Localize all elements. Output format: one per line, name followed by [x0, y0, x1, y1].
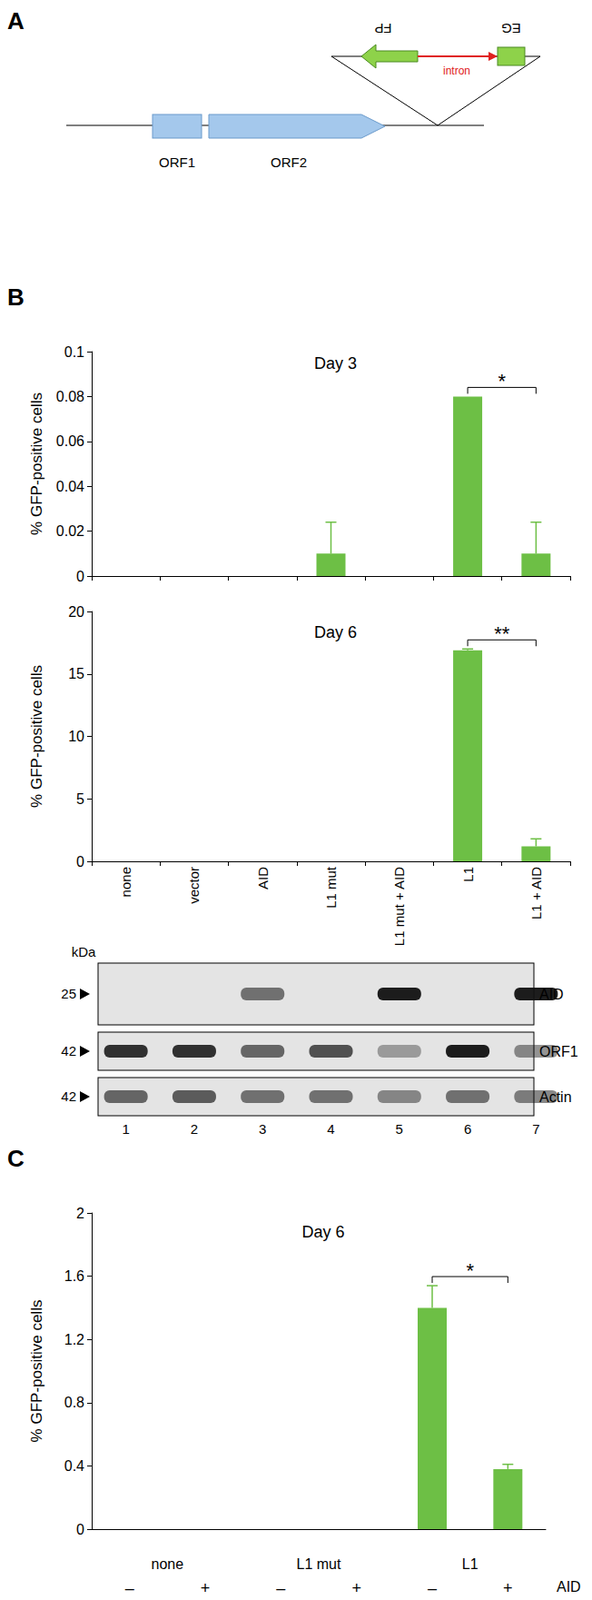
- svg-text:0.02: 0.02: [56, 522, 85, 539]
- svg-text:25: 25: [60, 985, 77, 1001]
- svg-text:**: **: [493, 621, 511, 645]
- svg-text:L1: L1: [462, 1555, 479, 1571]
- svg-text:C: C: [7, 1144, 25, 1172]
- svg-text:1.2: 1.2: [64, 1331, 85, 1347]
- svg-text:+: +: [503, 1578, 514, 1597]
- svg-text:0.06: 0.06: [56, 433, 85, 449]
- svg-text:intron: intron: [443, 64, 471, 78]
- svg-text:% GFP-positive cells: % GFP-positive cells: [28, 664, 46, 808]
- svg-text:10: 10: [68, 728, 85, 744]
- svg-text:AID: AID: [255, 866, 271, 889]
- svg-text:42: 42: [60, 1042, 77, 1058]
- svg-text:2: 2: [190, 1120, 198, 1136]
- svg-text:1: 1: [121, 1120, 129, 1136]
- svg-text:L1 mut: L1 mut: [323, 865, 339, 908]
- svg-text:L1: L1: [460, 866, 476, 882]
- svg-text:4: 4: [326, 1120, 335, 1136]
- svg-text:B: B: [7, 283, 25, 311]
- svg-text:EG: EG: [501, 20, 522, 37]
- svg-text:5: 5: [395, 1120, 404, 1136]
- svg-text:0.04: 0.04: [56, 478, 85, 494]
- svg-text:% GFP-positive cells: % GFP-positive cells: [28, 392, 46, 535]
- svg-text:AID: AID: [556, 1578, 582, 1594]
- svg-text:AID: AID: [539, 986, 564, 1002]
- svg-text:0.8: 0.8: [64, 1393, 85, 1410]
- svg-text:15: 15: [68, 665, 85, 681]
- svg-text:5: 5: [76, 790, 85, 807]
- svg-text:L1 + AID: L1 + AID: [528, 866, 544, 919]
- svg-text:6: 6: [463, 1120, 472, 1136]
- svg-text:Actin: Actin: [539, 1088, 573, 1105]
- svg-text:42: 42: [60, 1087, 77, 1104]
- svg-text:% GFP-positive cells: % GFP-positive cells: [28, 1299, 46, 1442]
- svg-text:ORF2: ORF2: [270, 154, 307, 170]
- svg-text:ORF1: ORF1: [539, 1043, 579, 1059]
- svg-text:3: 3: [258, 1120, 267, 1136]
- svg-text:Day 3: Day 3: [314, 354, 357, 373]
- svg-text:0.1: 0.1: [64, 344, 85, 360]
- svg-text:none: none: [118, 866, 134, 897]
- svg-text:L1 mut: L1 mut: [296, 1555, 342, 1571]
- svg-text:Day 6: Day 6: [301, 1222, 345, 1241]
- svg-text:+: +: [351, 1578, 362, 1597]
- svg-text:0: 0: [76, 568, 85, 584]
- svg-text:20: 20: [68, 603, 85, 620]
- svg-text:7: 7: [532, 1120, 540, 1136]
- svg-text:0: 0: [76, 1520, 85, 1537]
- svg-text:–: –: [427, 1578, 437, 1597]
- svg-text:2: 2: [76, 1204, 85, 1221]
- svg-text:ORF1: ORF1: [158, 154, 196, 170]
- svg-text:A: A: [7, 7, 25, 35]
- svg-text:*: *: [497, 369, 506, 393]
- svg-text:0.4: 0.4: [64, 1457, 85, 1473]
- svg-text:none: none: [151, 1555, 185, 1571]
- svg-text:vector: vector: [186, 866, 202, 904]
- svg-text:Day 6: Day 6: [314, 622, 357, 642]
- svg-text:0: 0: [76, 853, 85, 869]
- svg-text:1.6: 1.6: [64, 1267, 85, 1283]
- svg-text:L1 mut + AID: L1 mut + AID: [391, 866, 407, 946]
- svg-text:0.08: 0.08: [56, 388, 85, 405]
- svg-text:kDa: kDa: [71, 943, 97, 959]
- svg-text:–: –: [276, 1578, 286, 1597]
- svg-text:FP: FP: [374, 20, 392, 37]
- svg-text:+: +: [200, 1578, 211, 1597]
- svg-text:–: –: [125, 1578, 135, 1597]
- svg-text:*: *: [465, 1258, 474, 1282]
